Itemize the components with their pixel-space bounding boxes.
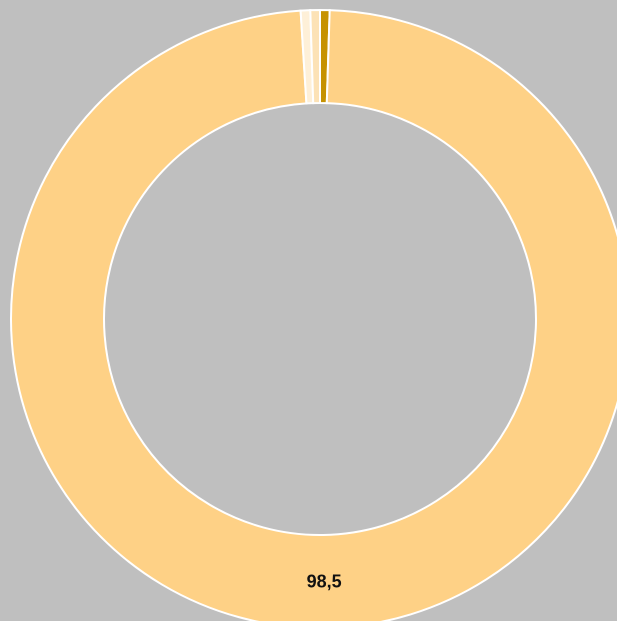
donut-labels: 98,5 [307, 571, 342, 591]
donut-slice-2-label: 98,5 [307, 571, 342, 591]
donut-slices [10, 8, 617, 621]
donut-slice-2 [10, 9, 617, 621]
donut-slice-4 [309, 8, 321, 105]
